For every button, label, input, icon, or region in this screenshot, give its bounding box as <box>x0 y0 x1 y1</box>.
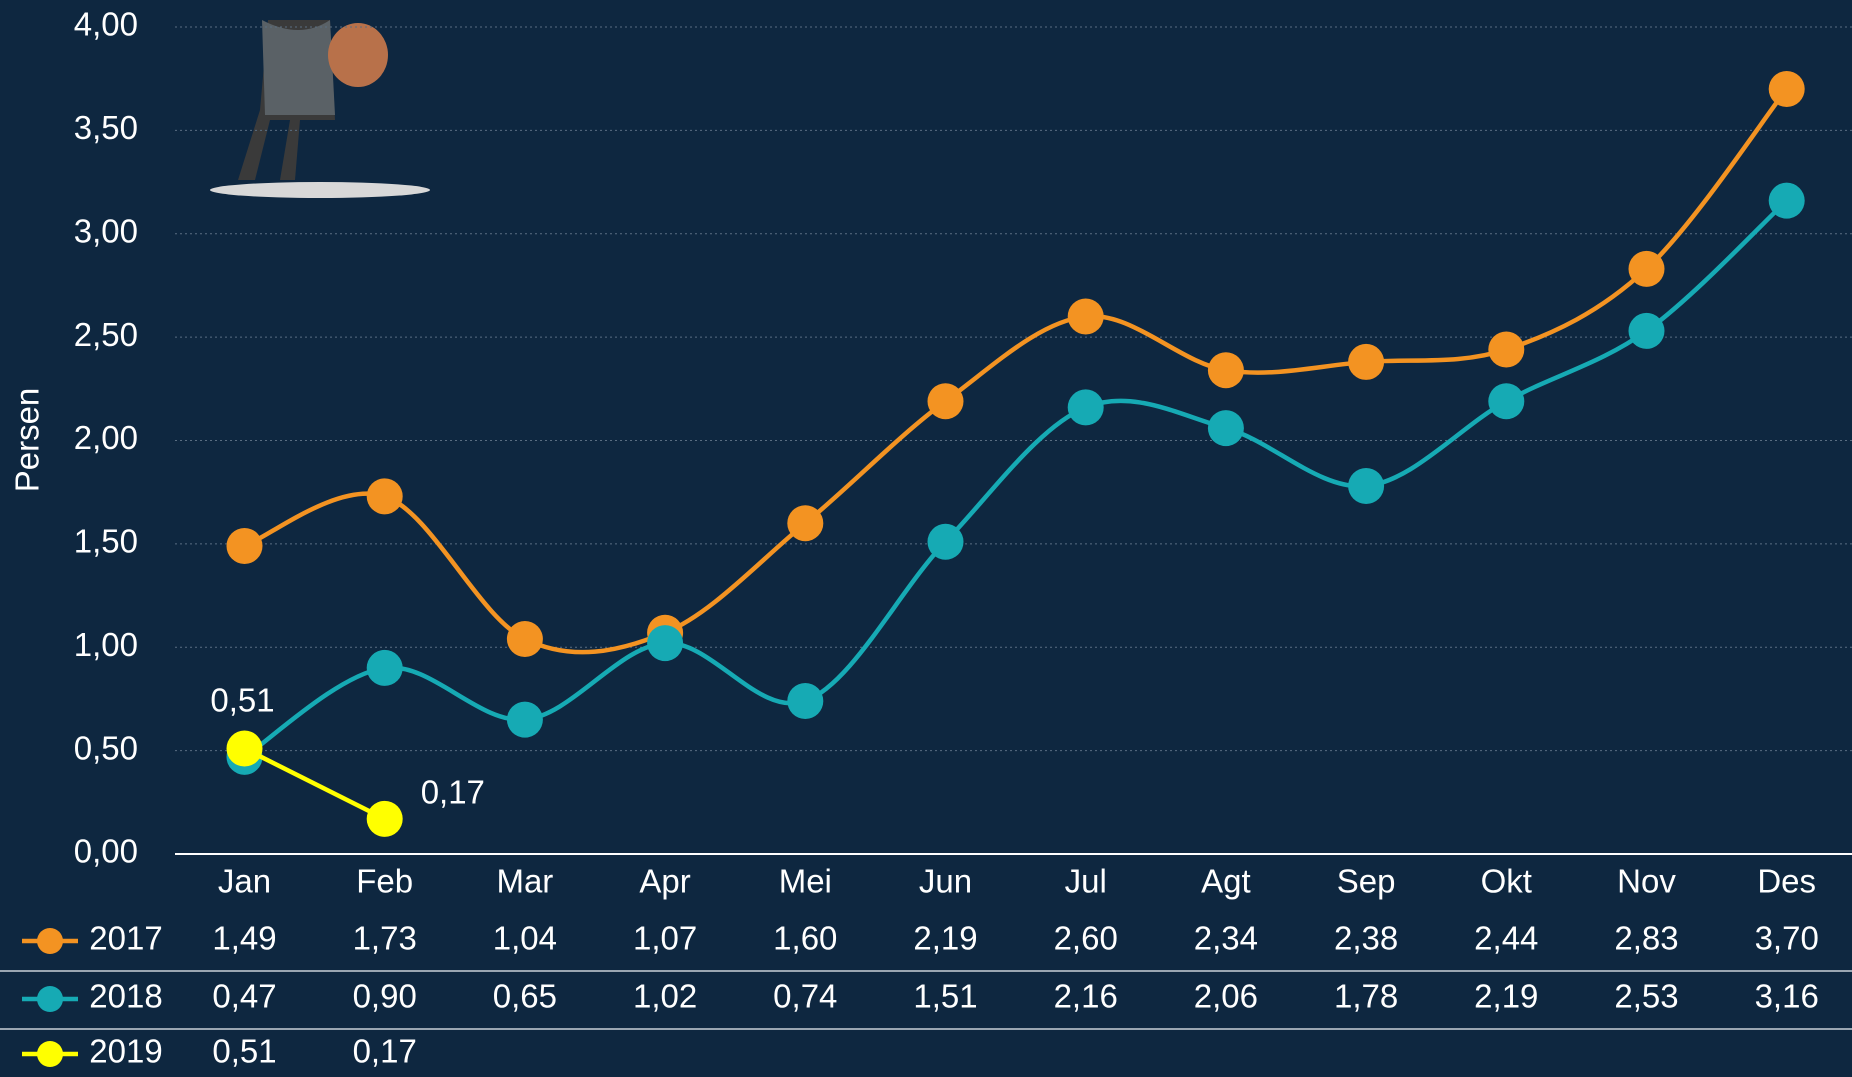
y-tick-label: 2,00 <box>74 419 138 456</box>
y-tick-label: 1,00 <box>74 626 138 663</box>
point <box>507 702 543 738</box>
x-tick-label: Mei <box>779 863 832 900</box>
x-tick-label: Nov <box>1617 863 1676 900</box>
legend-label: 2018 <box>89 978 162 1015</box>
table-cell: 1,49 <box>212 920 276 957</box>
x-tick-label: Okt <box>1481 863 1532 900</box>
point <box>1348 344 1384 380</box>
point <box>1488 332 1524 368</box>
table-cell: 1,73 <box>353 920 417 957</box>
data-label: 0,17 <box>421 774 485 811</box>
point <box>367 650 403 686</box>
table-cell: 2,34 <box>1194 920 1258 957</box>
table-cell: 1,60 <box>773 920 837 957</box>
point <box>1208 352 1244 388</box>
point <box>1068 298 1104 334</box>
point <box>367 801 403 837</box>
table-cell: 3,70 <box>1755 920 1819 957</box>
x-tick-label: Des <box>1757 863 1816 900</box>
legend-marker <box>37 986 63 1012</box>
background <box>0 0 1852 1077</box>
table-cell: 2,19 <box>1474 978 1538 1015</box>
point <box>787 505 823 541</box>
table-cell: 1,78 <box>1334 978 1398 1015</box>
y-tick-label: 0,00 <box>74 833 138 870</box>
legend-marker <box>37 1041 63 1067</box>
y-tick-label: 1,50 <box>74 523 138 560</box>
legend-marker <box>37 928 63 954</box>
point <box>647 625 683 661</box>
table-cell: 1,04 <box>493 920 557 957</box>
y-tick-label: 3,00 <box>74 212 138 249</box>
point <box>1629 251 1665 287</box>
table-cell: 1,02 <box>633 978 697 1015</box>
point <box>928 524 964 560</box>
point <box>787 683 823 719</box>
table-cell: 0,74 <box>773 978 837 1015</box>
x-tick-label: Sep <box>1337 863 1396 900</box>
x-tick-label: Apr <box>639 863 690 900</box>
y-tick-label: 3,50 <box>74 109 138 146</box>
x-tick-label: Jun <box>919 863 972 900</box>
table-cell: 2,44 <box>1474 920 1538 957</box>
table-cell: 2,60 <box>1054 920 1118 957</box>
point <box>507 621 543 657</box>
point <box>1488 383 1524 419</box>
table-cell: 0,47 <box>212 978 276 1015</box>
point <box>1068 389 1104 425</box>
legend-label: 2017 <box>89 920 162 957</box>
table-cell: 2,83 <box>1614 920 1678 957</box>
point <box>367 478 403 514</box>
point <box>1769 183 1805 219</box>
table-cell: 2,16 <box>1054 978 1118 1015</box>
table-cell: 0,90 <box>353 978 417 1015</box>
data-label: 0,51 <box>210 681 274 718</box>
point <box>1629 313 1665 349</box>
point <box>227 528 263 564</box>
y-tick-label: 0,50 <box>74 729 138 766</box>
point <box>1348 468 1384 504</box>
table-cell: 2,06 <box>1194 978 1258 1015</box>
page: Persen 0,00 0,50 1,00 1,50 2,00 2,50 3,00 3,50 4… <box>0 0 1852 1077</box>
x-tick-label: Agt <box>1201 863 1251 900</box>
table-cell: 0,51 <box>212 1033 276 1070</box>
table-cell: 2,19 <box>913 920 977 957</box>
x-tick-label: Jul <box>1065 863 1107 900</box>
table-cell: 1,07 <box>633 920 697 957</box>
table-cell: 0,17 <box>353 1033 417 1070</box>
x-tick-label: Feb <box>356 863 413 900</box>
y-axis-label: Persen <box>9 388 46 493</box>
table-cell: 2,38 <box>1334 920 1398 957</box>
chart: Persen 0,00 0,50 1,00 1,50 2,00 2,50 3,00 3,50 4… <box>0 0 1852 1077</box>
table-cell: 3,16 <box>1755 978 1819 1015</box>
y-tick-label: 4,00 <box>74 6 138 43</box>
table-cell: 2,53 <box>1614 978 1678 1015</box>
point <box>1208 410 1244 446</box>
point <box>227 731 263 767</box>
x-tick-label: Mar <box>496 863 553 900</box>
x-tick-label: Jan <box>218 863 271 900</box>
y-tick-label: 2,50 <box>74 316 138 353</box>
legend-label: 2019 <box>89 1033 162 1070</box>
table-cell: 1,51 <box>913 978 977 1015</box>
point <box>928 383 964 419</box>
table-cell: 0,65 <box>493 978 557 1015</box>
point <box>1769 71 1805 107</box>
